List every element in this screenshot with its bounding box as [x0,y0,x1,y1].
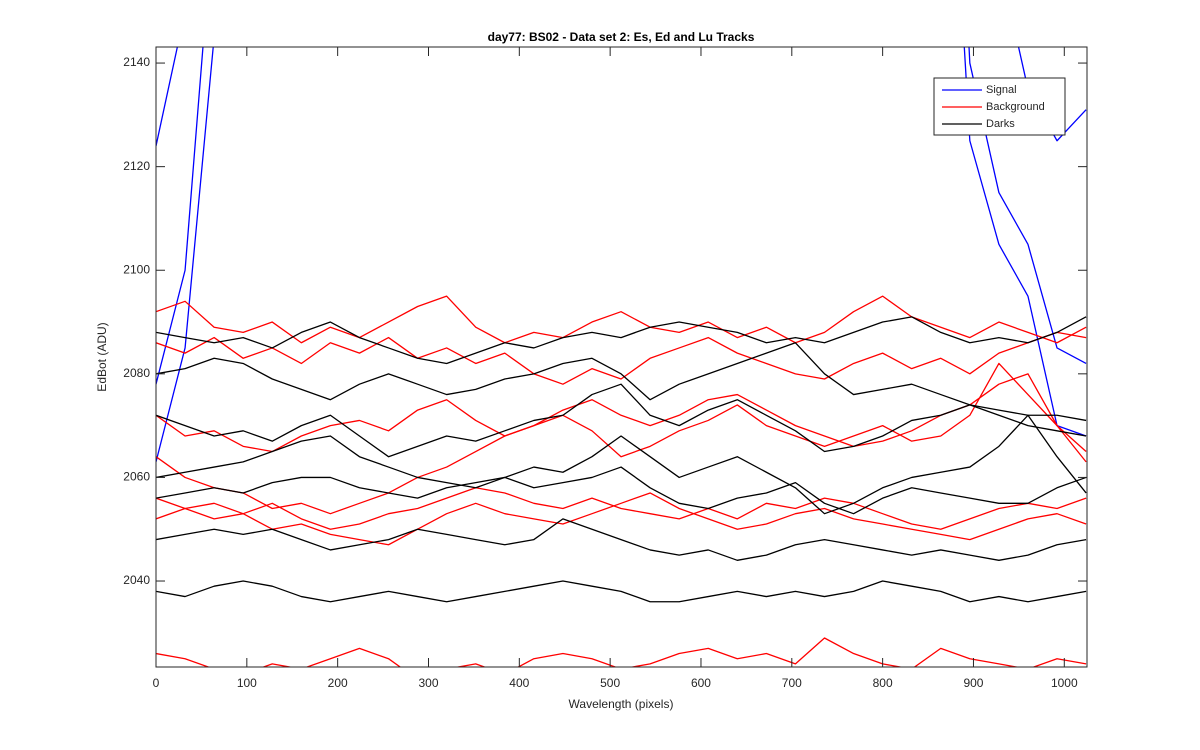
data-line [156,295,1087,344]
data-line [156,331,1087,385]
plot-area [156,47,1087,667]
y-tick-label: 2080 [123,366,150,380]
axes-box [155,46,1088,668]
y-tick-label: 2120 [123,159,150,173]
x-tick-label: 0 [153,676,160,690]
data-line [156,466,1087,515]
data-line [156,492,1087,546]
x-tick-label: 500 [600,676,620,690]
data-line [156,383,1087,458]
x-tick-label: 100 [237,676,257,690]
y-axis-label: EdBot (ADU) [95,322,109,391]
x-tick-label: 800 [873,676,893,690]
x-tick-label: 200 [328,676,348,690]
x-tick-label: 300 [418,676,438,690]
data-line [156,637,1087,667]
chart-title: day77: BS02 - Data set 2: Es, Ed and Lu … [488,30,755,44]
y-tick-label: 2060 [123,470,150,484]
x-tick-label: 900 [963,676,983,690]
data-line [156,342,1087,422]
y-tick-label: 2140 [123,55,150,69]
data-line [156,518,1087,561]
y-tick-label: 2040 [123,573,150,587]
legend-label: Signal [986,84,1017,96]
y-tick-label: 2100 [123,262,150,276]
x-tick-label: 400 [509,676,529,690]
data-line [156,580,1087,603]
legend-label: Background [986,101,1045,113]
data-line [156,362,1087,458]
data-line [156,414,1087,515]
data-line [156,487,1087,530]
data-line [156,373,1087,515]
legend-label: Darks [986,118,1015,130]
x-tick-label: 600 [691,676,711,690]
x-tick-label: 1000 [1051,676,1078,690]
x-tick-label: 700 [782,676,802,690]
data-line [156,316,1087,365]
x-axis-label: Wavelength (pixels) [569,697,674,711]
